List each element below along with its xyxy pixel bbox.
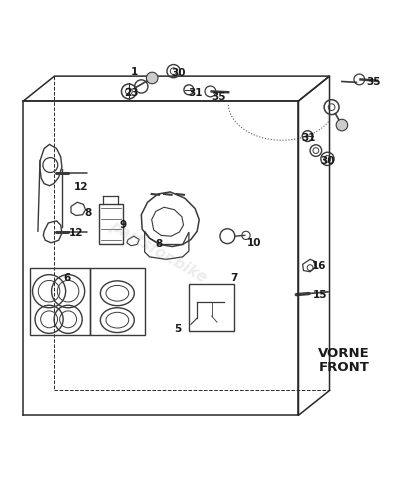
Text: 1: 1	[131, 67, 138, 77]
Text: 16: 16	[312, 262, 326, 272]
Text: 12: 12	[73, 182, 88, 192]
Text: 12: 12	[69, 228, 83, 238]
Text: 35: 35	[367, 77, 381, 87]
Text: 6: 6	[63, 273, 71, 283]
Text: 9: 9	[120, 220, 127, 230]
Text: 23: 23	[124, 89, 139, 99]
Circle shape	[336, 119, 348, 131]
Bar	[189, 284, 234, 331]
Text: VORNE: VORNE	[318, 347, 370, 360]
Circle shape	[146, 72, 158, 84]
Text: FRONT: FRONT	[319, 361, 369, 374]
Text: 31: 31	[302, 133, 316, 143]
Text: 8: 8	[85, 207, 92, 217]
Text: 8: 8	[155, 239, 162, 249]
Bar	[99, 205, 123, 244]
Text: 10: 10	[247, 238, 261, 248]
Text: partsfor.bike: partsfor.bike	[107, 218, 209, 286]
Text: 31: 31	[188, 88, 203, 98]
Text: 35: 35	[212, 92, 226, 102]
Bar	[90, 268, 146, 335]
Text: 30: 30	[171, 68, 186, 78]
Text: 7: 7	[230, 273, 238, 283]
Text: 15: 15	[313, 290, 327, 300]
Text: 5: 5	[174, 324, 182, 334]
Bar	[29, 268, 90, 335]
Text: 30: 30	[320, 156, 334, 166]
